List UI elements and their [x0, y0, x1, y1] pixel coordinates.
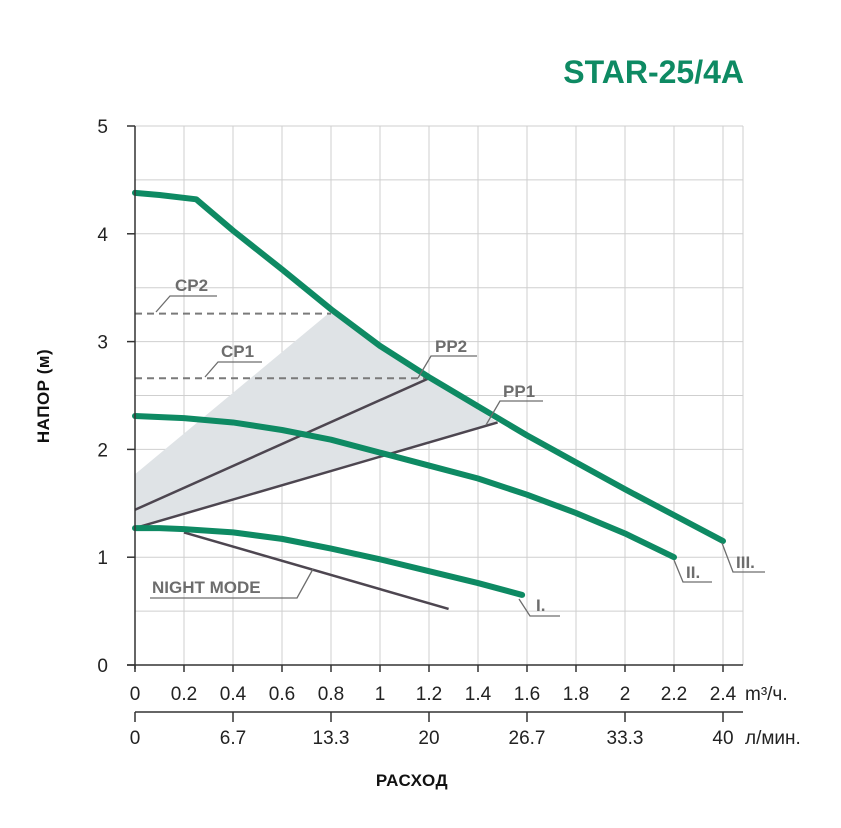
- system-lines: [134, 377, 498, 611]
- x-tick-label: 1.8: [563, 684, 589, 705]
- pp2-label: PP2: [435, 337, 467, 356]
- pp1-label: PP1: [503, 382, 535, 401]
- cp1-label: CP1: [221, 342, 254, 361]
- x-tick-label: 1: [375, 684, 386, 705]
- system-line: [134, 377, 430, 511]
- x-tick-label: 1.6: [514, 684, 540, 705]
- x-tick-label: 0: [130, 684, 141, 705]
- x2-tick-label: 13.3: [313, 728, 350, 749]
- chart-title: STAR-25/4A: [563, 54, 744, 90]
- system-line: [183, 531, 449, 611]
- constant-pressure-lines: [135, 312, 429, 380]
- y-tick-label: 0: [97, 656, 108, 677]
- y-tick-label: 1: [97, 548, 108, 569]
- curve-label-iii: III.: [736, 553, 755, 572]
- pump-curves: [132, 189, 726, 598]
- system-line: [134, 421, 498, 530]
- x2-tick-label: 26.7: [509, 728, 546, 749]
- x-tick-label: 1.4: [465, 684, 492, 705]
- pp2-leader: [417, 355, 477, 379]
- curve-i-leader: [518, 598, 560, 617]
- pump-curve: [132, 189, 726, 545]
- x-axis-title: РАСХОД: [376, 771, 448, 790]
- x-tick-label: 0.4: [220, 684, 247, 705]
- cp2-label: CP2: [175, 276, 208, 295]
- x2-tick-label: 20: [418, 728, 439, 749]
- x-tick-label: 0.8: [318, 684, 344, 705]
- y-axis-title: НАПОР (м): [34, 349, 53, 443]
- pump-curve: [132, 412, 677, 561]
- y-tick-label: 3: [97, 333, 108, 354]
- pp1-leader: [485, 400, 543, 426]
- x-tick-label: 0.2: [171, 684, 197, 705]
- x2-tick-label: 33.3: [607, 728, 644, 749]
- x-tick-label: 0.6: [269, 684, 295, 705]
- curve-label-i: I.: [536, 596, 545, 615]
- night-mode-label: NIGHT MODE: [152, 578, 261, 597]
- x-unit-primary: m³/ч.: [745, 684, 788, 705]
- x-unit-secondary: л/мин.: [745, 728, 801, 749]
- x-tick-label: 2: [620, 684, 631, 705]
- x-tick-label: 2.4: [710, 684, 737, 705]
- night-mode-leader: [150, 568, 314, 599]
- curve-ii-leader: [673, 559, 712, 583]
- curve-iii-leader: [721, 542, 765, 573]
- cp1-leader: [204, 361, 262, 378]
- annotations: CP2 CP1 PP2 PP1 NIGHT MODE I. II. III.: [150, 276, 765, 617]
- cp2-leader: [155, 295, 217, 313]
- y-tick-label: 4: [97, 225, 108, 246]
- x2-tick-label: 0: [130, 728, 141, 749]
- y-tick-label: 2: [97, 440, 108, 461]
- x-tick-label: 2.2: [661, 684, 687, 705]
- pump-curve: [132, 525, 526, 598]
- axes: 0 1 2 3 4 5 0 0.2 0.4 0.6 0.8 1 1.2 1.4 1.6 1.8 2 2.2 2.4 m…: [97, 117, 800, 749]
- x-tick-label: 1.2: [416, 684, 442, 705]
- x2-tick-label: 6.7: [220, 728, 246, 749]
- curve-label-ii: II.: [686, 563, 700, 582]
- x2-tick-label: 40: [712, 728, 733, 749]
- y-tick-label: 5: [97, 117, 108, 138]
